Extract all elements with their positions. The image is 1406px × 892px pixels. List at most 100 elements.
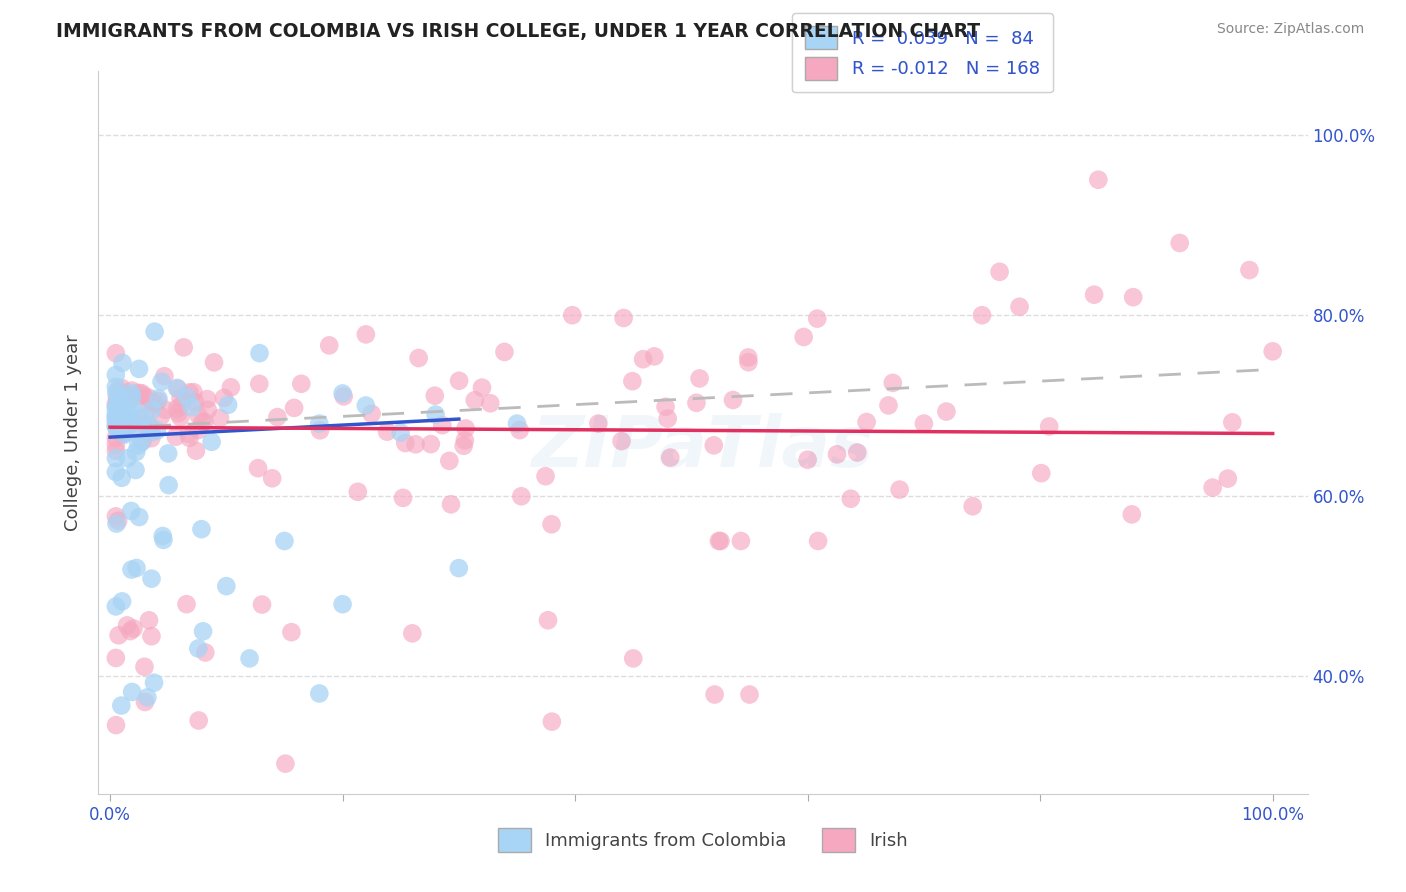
- Point: [148, 392, 170, 406]
- Point: [120, 404, 142, 418]
- Point: [107, 384, 129, 398]
- Point: [659, 450, 682, 465]
- Point: [136, 418, 159, 433]
- Point: [111, 471, 134, 485]
- Point: [120, 504, 142, 518]
- Point: [121, 384, 143, 398]
- Point: [219, 380, 242, 394]
- Point: [127, 438, 149, 452]
- Point: [266, 410, 288, 425]
- Point: [215, 579, 238, 593]
- Point: [108, 392, 131, 407]
- Point: [110, 381, 132, 395]
- Point: [191, 624, 214, 639]
- Point: [176, 390, 198, 404]
- Point: [187, 408, 209, 422]
- Point: [191, 415, 214, 429]
- Point: [136, 690, 159, 705]
- Point: [104, 409, 127, 424]
- Point: [114, 417, 136, 431]
- Point: [354, 327, 377, 342]
- Point: [117, 425, 139, 439]
- Point: [115, 618, 138, 632]
- Point: [125, 445, 148, 459]
- Point: [104, 451, 127, 466]
- Point: [110, 401, 132, 415]
- Point: [141, 395, 163, 409]
- Point: [588, 417, 610, 431]
- Point: [107, 392, 129, 406]
- Point: [657, 411, 679, 425]
- Point: [150, 409, 173, 424]
- Point: [141, 572, 163, 586]
- Point: [141, 431, 163, 445]
- Point: [309, 423, 332, 437]
- Point: [121, 563, 143, 577]
- Point: [730, 533, 752, 548]
- Point: [111, 426, 134, 441]
- Point: [250, 598, 273, 612]
- Point: [121, 685, 143, 699]
- Point: [120, 416, 142, 430]
- Point: [131, 435, 153, 450]
- Point: [183, 385, 205, 400]
- Point: [141, 629, 163, 643]
- Point: [509, 423, 531, 437]
- Point: [793, 330, 815, 344]
- Point: [621, 651, 644, 665]
- Point: [150, 375, 173, 389]
- Point: [139, 419, 162, 434]
- Point: [104, 599, 127, 614]
- Point: [176, 597, 198, 611]
- Point: [105, 516, 128, 531]
- Point: [855, 415, 877, 429]
- Point: [332, 597, 354, 611]
- Point: [169, 391, 191, 405]
- Point: [839, 491, 862, 506]
- Point: [134, 417, 156, 432]
- Point: [375, 425, 398, 439]
- Text: ZIPaTlas: ZIPaTlas: [531, 413, 875, 482]
- Point: [107, 514, 129, 528]
- Point: [354, 399, 377, 413]
- Point: [141, 403, 163, 417]
- Point: [157, 478, 180, 492]
- Point: [534, 469, 557, 483]
- Point: [105, 385, 128, 400]
- Point: [1083, 287, 1105, 301]
- Point: [120, 386, 142, 401]
- Point: [738, 688, 761, 702]
- Point: [143, 396, 166, 410]
- Point: [131, 386, 153, 401]
- Point: [104, 408, 127, 422]
- Point: [212, 391, 235, 405]
- Point: [111, 387, 134, 401]
- Point: [187, 714, 209, 728]
- Point: [120, 392, 142, 406]
- Point: [479, 396, 502, 410]
- Point: [737, 355, 759, 369]
- Point: [194, 415, 217, 429]
- Point: [846, 445, 869, 459]
- Point: [290, 376, 312, 391]
- Point: [332, 386, 354, 401]
- Point: [112, 414, 135, 428]
- Point: [195, 392, 218, 406]
- Point: [190, 522, 212, 536]
- Point: [703, 438, 725, 452]
- Point: [125, 561, 148, 575]
- Point: [104, 397, 127, 411]
- Point: [1038, 419, 1060, 434]
- Point: [419, 437, 441, 451]
- Point: [308, 417, 330, 431]
- Point: [111, 356, 134, 370]
- Point: [131, 411, 153, 425]
- Point: [540, 517, 562, 532]
- Point: [807, 533, 830, 548]
- Point: [104, 509, 127, 524]
- Point: [114, 403, 136, 417]
- Point: [143, 675, 166, 690]
- Point: [1261, 344, 1284, 359]
- Point: [128, 510, 150, 524]
- Point: [194, 645, 217, 659]
